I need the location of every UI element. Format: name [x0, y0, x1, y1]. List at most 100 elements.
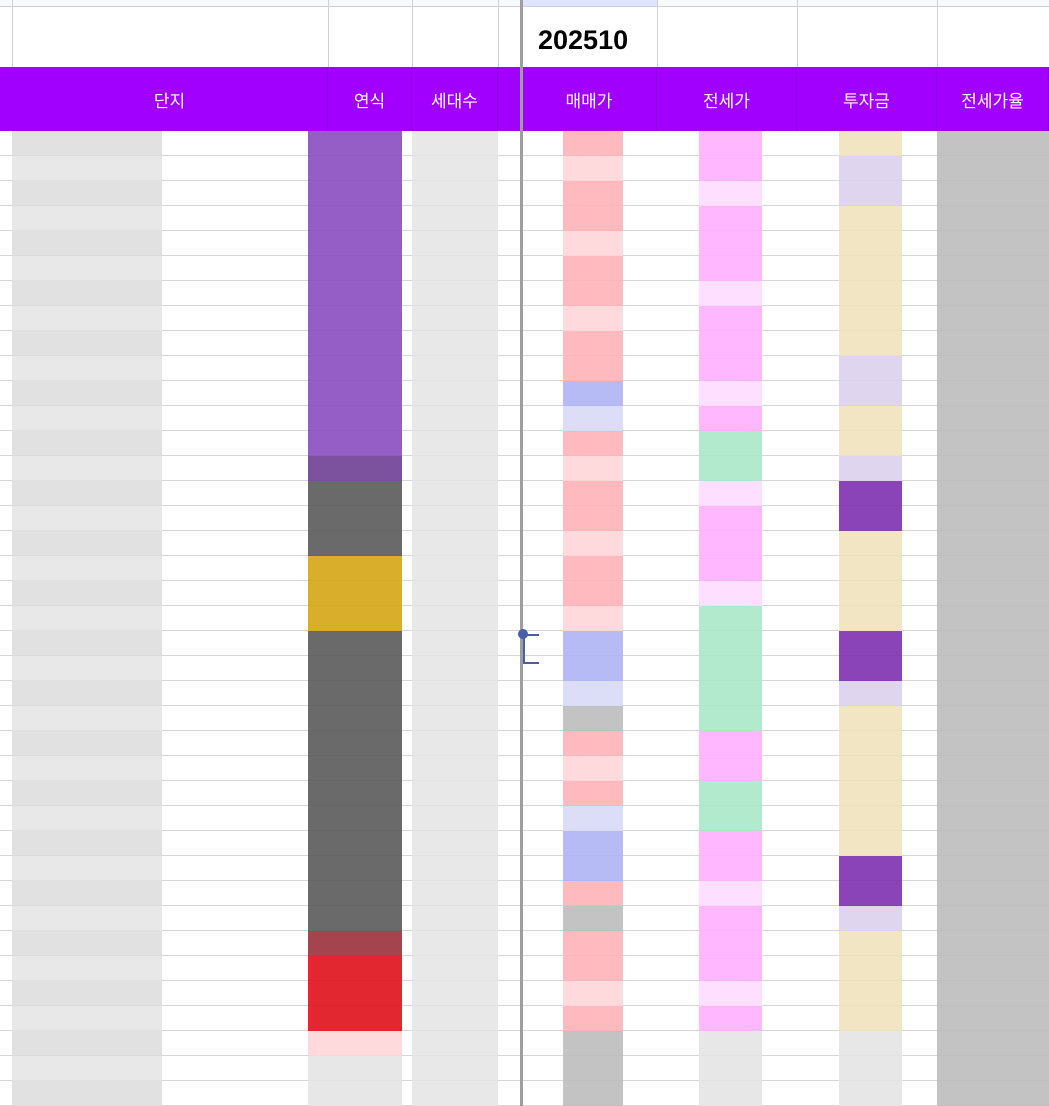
table-cell-households[interactable]: [412, 381, 498, 406]
table-cell-year[interactable]: [308, 556, 402, 581]
table-cell-households[interactable]: [412, 556, 498, 581]
table-cell-sale_price[interactable]: [562, 706, 624, 731]
table-cell-year[interactable]: [308, 906, 402, 931]
table-cell-households[interactable]: [412, 431, 498, 456]
table-cell-investment[interactable]: [839, 681, 902, 706]
table-cell-investment[interactable]: [839, 806, 902, 831]
table-cell-investment[interactable]: [839, 631, 902, 656]
table-cell-investment[interactable]: [839, 181, 902, 206]
table-cell-jeonse_price[interactable]: [699, 906, 762, 931]
table-cell-complex[interactable]: [12, 556, 162, 581]
table-cell-households[interactable]: [412, 506, 498, 531]
table-cell-jeonse_ratio[interactable]: [937, 531, 1049, 556]
table-cell-complex[interactable]: [12, 806, 162, 831]
table-cell-sale_price[interactable]: [562, 606, 624, 631]
table-cell-investment[interactable]: [839, 231, 902, 256]
table-cell-sale_price[interactable]: [562, 631, 624, 656]
table-cell-sale_price[interactable]: [562, 956, 624, 981]
table-cell-jeonse_ratio[interactable]: [937, 806, 1049, 831]
table-cell-jeonse_ratio[interactable]: [937, 206, 1049, 231]
table-cell-sale_price[interactable]: [562, 156, 624, 181]
table-cell-households[interactable]: [412, 906, 498, 931]
table-cell-year[interactable]: [308, 431, 402, 456]
table-cell-jeonse_ratio[interactable]: [937, 706, 1049, 731]
table-cell-jeonse_ratio[interactable]: [937, 356, 1049, 381]
table-cell-complex[interactable]: [12, 281, 162, 306]
table-cell-jeonse_price[interactable]: [699, 331, 762, 356]
table-cell-jeonse_ratio[interactable]: [937, 931, 1049, 956]
table-cell-year[interactable]: [308, 181, 402, 206]
table-cell-investment[interactable]: [839, 131, 902, 156]
table-cell-jeonse_price[interactable]: [699, 731, 762, 756]
table-cell-sale_price[interactable]: [562, 481, 624, 506]
table-cell-year[interactable]: [308, 231, 402, 256]
table-cell-households[interactable]: [412, 1081, 498, 1106]
table-cell-jeonse_price[interactable]: [699, 1081, 762, 1106]
table-cell-investment[interactable]: [839, 756, 902, 781]
table-cell-jeonse_ratio[interactable]: [937, 556, 1049, 581]
table-cell-jeonse_price[interactable]: [699, 656, 762, 681]
table-cell-sale_price[interactable]: [562, 406, 624, 431]
table-cell-households[interactable]: [412, 481, 498, 506]
table-cell-households[interactable]: [412, 1056, 498, 1081]
table-cell-year[interactable]: [308, 856, 402, 881]
table-cell-jeonse_price[interactable]: [699, 306, 762, 331]
table-cell-jeonse_ratio[interactable]: [937, 581, 1049, 606]
table-cell-households[interactable]: [412, 831, 498, 856]
table-cell-jeonse_ratio[interactable]: [937, 381, 1049, 406]
table-cell-jeonse_price[interactable]: [699, 831, 762, 856]
table-cell-jeonse_price[interactable]: [699, 1056, 762, 1081]
table-cell-investment[interactable]: [839, 506, 902, 531]
table-cell-complex[interactable]: [12, 581, 162, 606]
table-cell-sale_price[interactable]: [562, 656, 624, 681]
table-cell-complex[interactable]: [12, 656, 162, 681]
table-cell-investment[interactable]: [839, 956, 902, 981]
table-cell-jeonse_ratio[interactable]: [937, 181, 1049, 206]
table-cell-jeonse_ratio[interactable]: [937, 781, 1049, 806]
table-cell-jeonse_ratio[interactable]: [937, 506, 1049, 531]
table-cell-year[interactable]: [308, 306, 402, 331]
table-cell-jeonse_ratio[interactable]: [937, 881, 1049, 906]
table-cell-jeonse_ratio[interactable]: [937, 831, 1049, 856]
table-cell-households[interactable]: [412, 956, 498, 981]
table-cell-jeonse_price[interactable]: [699, 256, 762, 281]
table-cell-sale_price[interactable]: [562, 231, 624, 256]
table-cell-sale_price[interactable]: [562, 381, 624, 406]
table-cell-households[interactable]: [412, 606, 498, 631]
table-cell-sale_price[interactable]: [562, 1031, 624, 1056]
freeze-pane-divider[interactable]: [520, 0, 523, 1106]
table-cell-jeonse_ratio[interactable]: [937, 1006, 1049, 1031]
table-cell-year[interactable]: [308, 731, 402, 756]
table-cell-complex[interactable]: [12, 731, 162, 756]
table-cell-households[interactable]: [412, 581, 498, 606]
table-cell-year[interactable]: [308, 131, 402, 156]
table-cell-households[interactable]: [412, 881, 498, 906]
table-cell-jeonse_price[interactable]: [699, 931, 762, 956]
table-cell-sale_price[interactable]: [562, 256, 624, 281]
table-cell-year[interactable]: [308, 281, 402, 306]
table-cell-sale_price[interactable]: [562, 181, 624, 206]
table-cell-households[interactable]: [412, 1031, 498, 1056]
table-cell-complex[interactable]: [12, 1006, 162, 1031]
table-cell-jeonse_ratio[interactable]: [937, 981, 1049, 1006]
table-cell-households[interactable]: [412, 256, 498, 281]
table-cell-households[interactable]: [412, 181, 498, 206]
table-cell-year[interactable]: [308, 631, 402, 656]
table-cell-jeonse_price[interactable]: [699, 506, 762, 531]
table-cell-sale_price[interactable]: [562, 931, 624, 956]
table-cell-jeonse_ratio[interactable]: [937, 131, 1049, 156]
table-cell-households[interactable]: [412, 231, 498, 256]
table-cell-sale_price[interactable]: [562, 306, 624, 331]
table-cell-households[interactable]: [412, 631, 498, 656]
table-cell-investment[interactable]: [839, 1031, 902, 1056]
table-cell-sale_price[interactable]: [562, 431, 624, 456]
table-cell-investment[interactable]: [839, 281, 902, 306]
column-header-investment[interactable]: 투자금: [797, 67, 937, 131]
table-cell-complex[interactable]: [12, 306, 162, 331]
column-header-households[interactable]: 세대수: [412, 67, 498, 131]
table-cell-investment[interactable]: [839, 531, 902, 556]
table-cell-complex[interactable]: [12, 256, 162, 281]
table-cell-complex[interactable]: [12, 1031, 162, 1056]
table-cell-jeonse_price[interactable]: [699, 706, 762, 731]
table-cell-investment[interactable]: [839, 331, 902, 356]
